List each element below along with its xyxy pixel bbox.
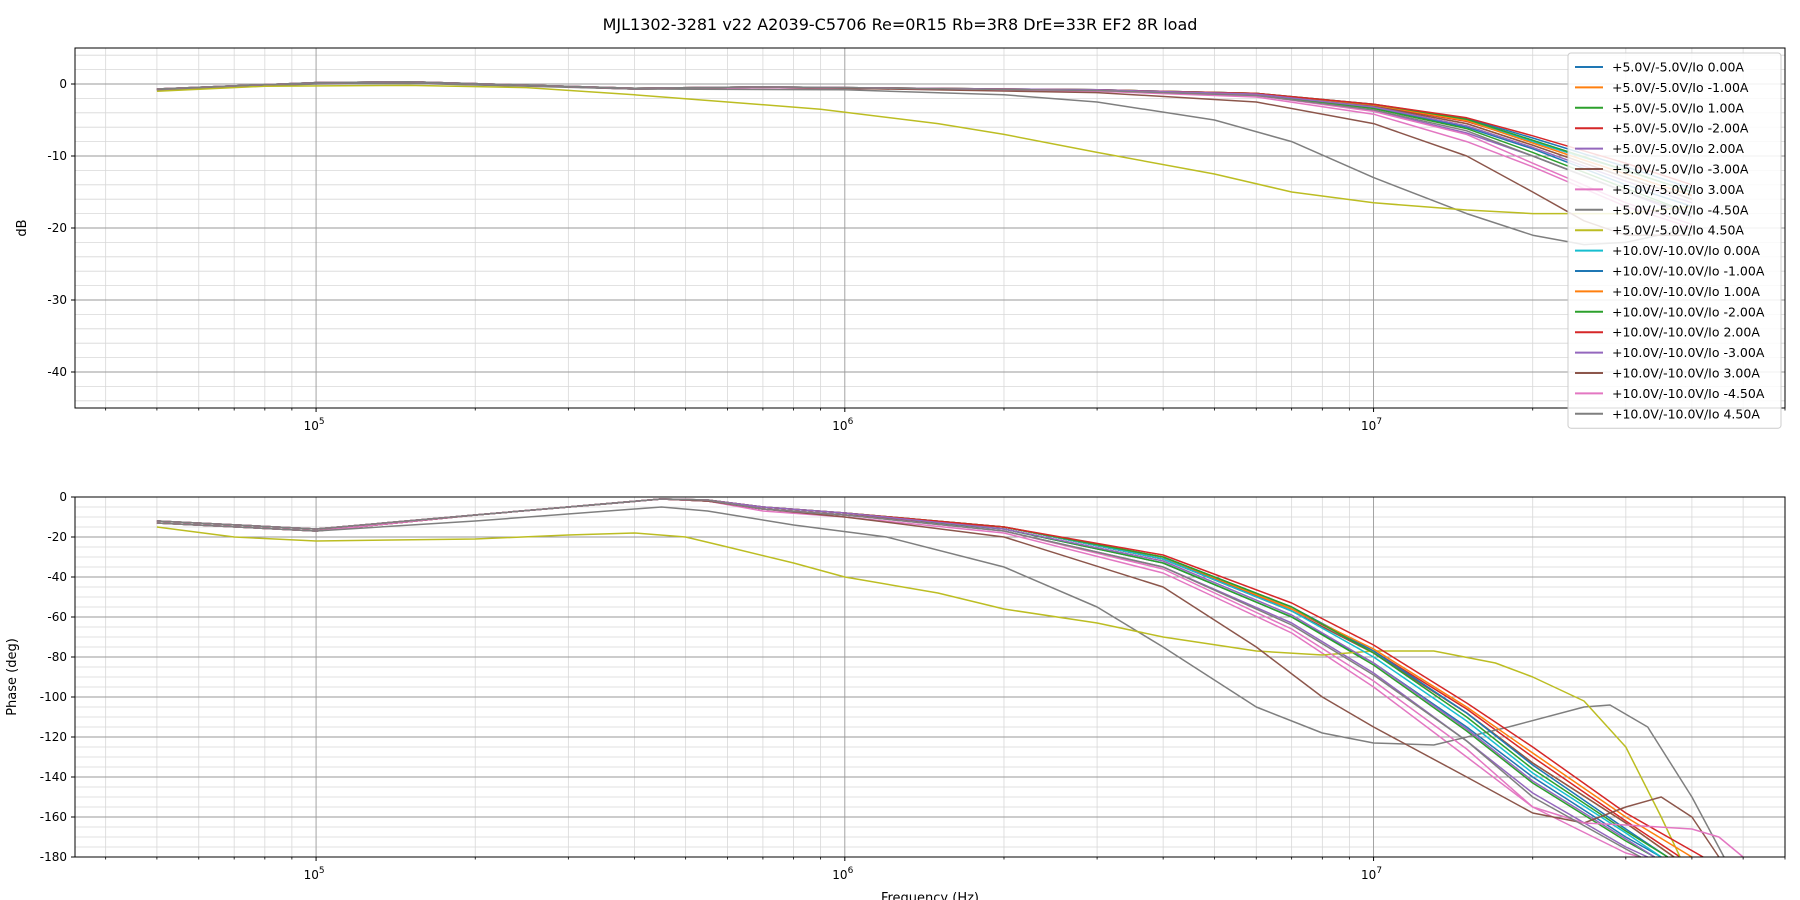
legend-entry: +5.0V/-5.0V/Io -2.00A [1612, 121, 1749, 136]
mag-series-line-16 [156, 81, 1693, 226]
legend-entry: +5.0V/-5.0V/Io 3.00A [1612, 182, 1744, 197]
phase-series-line-9 [156, 498, 1662, 858]
phase-series-line-12 [156, 498, 1669, 858]
phase-series-line-17 [156, 498, 1642, 858]
chart-title: MJL1302-3281 v22 A2039-C5706 Re=0R15 Rb=… [603, 15, 1198, 34]
mag-series-line-17 [156, 81, 1693, 215]
y-tick-label: -160 [40, 810, 67, 824]
legend-entry: +10.0V/-10.0V/Io -3.00A [1612, 345, 1765, 360]
phase-series-line-13 [156, 498, 1704, 858]
y-tick-label: -40 [47, 570, 67, 584]
legend-entry: +5.0V/-5.0V/Io 4.50A [1612, 223, 1744, 238]
magnitude-series-lines [156, 81, 1693, 246]
x-tick-label: 105 [304, 866, 325, 882]
x-tick-label: 106 [832, 417, 853, 433]
x-tick-label: 107 [1361, 866, 1382, 882]
y-tick-label: -140 [40, 770, 67, 784]
legend-entry: +10.0V/-10.0V/Io -1.00A [1612, 264, 1765, 279]
phase-grid [75, 496, 1786, 858]
legend-entry: +10.0V/-10.0V/Io 3.00A [1612, 366, 1760, 381]
phase-ticks: 0 -20 -40 -60 -80 -100 -120 -140 -160 -180 105 106 1… [40, 490, 1786, 882]
legend-entry: +10.0V/-10.0V/Io -2.00A [1612, 304, 1765, 319]
legend-entry: +10.0V/-10.0V/Io 4.50A [1612, 406, 1760, 421]
phase-series-line-10 [156, 498, 1669, 858]
phase-ylabel: Phase (deg) [5, 638, 20, 716]
phase-series-line-7 [156, 506, 1725, 858]
legend-entry: +5.0V/-5.0V/Io -3.00A [1612, 162, 1749, 177]
legend-entry: +10.0V/-10.0V/Io 2.00A [1612, 325, 1760, 340]
phase-panel: 0 -20 -40 -60 -80 -100 -120 -140 -160 -180 105 106 1… [5, 490, 1786, 900]
phase-series-line-0 [156, 498, 1662, 858]
y-tick-label: -180 [40, 850, 67, 864]
y-tick-label: -20 [47, 530, 67, 544]
phase-series-line-11 [156, 498, 1693, 858]
legend: +5.0V/-5.0V/Io 0.00A +5.0V/-5.0V/Io -1.00… [1567, 52, 1782, 429]
y-tick-label: -80 [47, 650, 67, 664]
phase-series-line-8 [156, 526, 1681, 858]
y-tick-label: -30 [47, 293, 67, 307]
legend-entry: +5.0V/-5.0V/Io -4.50A [1612, 202, 1749, 217]
phase-series-line-15 [156, 498, 1720, 858]
x-tick-label: 106 [832, 866, 853, 882]
legend-entry: +5.0V/-5.0V/Io 0.00A [1612, 60, 1744, 75]
frequency-xlabel: Frequency (Hz) [881, 891, 979, 900]
mag-series-line-2 [156, 81, 1693, 215]
phase-axes-frame [74, 496, 1786, 858]
legend-box [1567, 52, 1782, 429]
y-tick-label: -10 [47, 149, 67, 163]
y-tick-label: 0 [59, 490, 67, 504]
x-tick-label: 105 [304, 417, 325, 433]
legend-entry: +5.0V/-5.0V/Io 1.00A [1612, 100, 1744, 115]
phase-series-line-3 [156, 498, 1681, 858]
phase-series-line-1 [156, 498, 1675, 858]
y-tick-label: -20 [47, 221, 67, 235]
legend-entry: +10.0V/-10.0V/Io -4.50A [1612, 386, 1765, 401]
mag-series-line-11 [156, 81, 1693, 197]
phase-series-line-4 [156, 498, 1649, 858]
legend-entry: +5.0V/-5.0V/Io -1.00A [1612, 80, 1749, 95]
mag-series-line-0 [156, 81, 1693, 208]
legend-entry: +10.0V/-10.0V/Io 1.00A [1612, 284, 1760, 299]
legend-entry: +5.0V/-5.0V/Io 2.00A [1612, 141, 1744, 156]
mag-series-line-7 [156, 82, 1693, 246]
mag-series-line-8 [156, 84, 1692, 215]
mag-series-line-4 [156, 81, 1693, 218]
phase-series-line-14 [156, 498, 1655, 858]
x-tick-label: 107 [1361, 417, 1382, 433]
y-tick-label: 0 [59, 77, 67, 91]
mag-series-line-10 [156, 81, 1693, 190]
y-tick-label: -100 [40, 690, 67, 704]
y-tick-label: -40 [47, 365, 67, 379]
legend-entry: +10.0V/-10.0V/Io 0.00A [1612, 243, 1760, 258]
phase-series-line-2 [156, 498, 1655, 858]
phase-series-lines [156, 498, 1744, 858]
y-tick-label: -120 [40, 730, 67, 744]
magnitude-ticks: 0 -10 -20 -30 -40 105 106 107 [47, 77, 1786, 433]
magnitude-panel: 0 -10 -20 -30 -40 105 106 107 dB +5.0V/-5.0V/Io… [15, 47, 1786, 433]
magnitude-grid [75, 48, 1786, 408]
phase-series-line-5 [156, 498, 1675, 858]
y-tick-label: -60 [47, 610, 67, 624]
magnitude-ylabel: dB [15, 219, 30, 236]
